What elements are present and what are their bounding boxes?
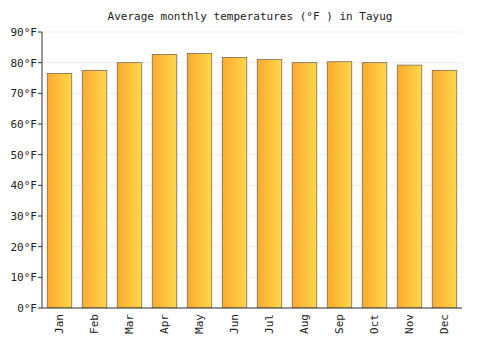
x-axis xyxy=(42,308,462,309)
x-tick-label: Aug xyxy=(298,314,311,334)
tick-mark xyxy=(38,308,42,309)
tick-mark xyxy=(38,216,42,217)
bar xyxy=(397,65,422,308)
x-tick-label: Sep xyxy=(333,314,346,334)
y-tick-label: 40°F xyxy=(11,179,38,192)
x-tick-label: May xyxy=(193,314,206,334)
bar xyxy=(117,63,142,308)
bar xyxy=(222,57,247,308)
y-tick-label: 60°F xyxy=(11,118,38,131)
bar xyxy=(257,60,282,308)
tick-mark xyxy=(38,277,42,278)
tick-mark xyxy=(38,62,42,63)
bar xyxy=(292,63,317,308)
y-tick-label: 10°F xyxy=(11,271,38,284)
bar xyxy=(187,53,212,308)
y-tick-label: 90°F xyxy=(11,26,38,39)
bars xyxy=(47,53,457,308)
bar xyxy=(327,62,352,308)
y-tick-label: 20°F xyxy=(11,241,38,254)
y-tick-label: 50°F xyxy=(11,149,38,162)
tick-mark xyxy=(38,32,42,33)
x-tick-label: Oct xyxy=(368,314,381,334)
tick-mark xyxy=(38,93,42,94)
x-tick-label: Jan xyxy=(53,314,66,334)
x-tick-label: Jul xyxy=(263,314,276,334)
grid-line xyxy=(42,62,462,63)
y-tick-label: 70°F xyxy=(11,87,38,100)
chart: Average monthly temperatures (°F ) in Ta… xyxy=(0,0,500,350)
title: Average monthly temperatures (°F ) in Ta… xyxy=(108,10,393,23)
tick-mark xyxy=(38,124,42,125)
x-tick-label: Feb xyxy=(88,314,101,334)
grid: 0°F 10°F 20°F 30°F 40°F 50°F 60°F 70°F 80°F 90°F xyxy=(11,26,463,315)
x-tick-label: Mar xyxy=(123,314,136,334)
bar xyxy=(47,73,72,308)
x-tick-label: Apr xyxy=(158,314,171,334)
x-tick-label: Nov xyxy=(403,314,416,334)
grid-line xyxy=(42,308,462,309)
y-axis xyxy=(42,32,43,308)
tick-mark xyxy=(38,154,42,155)
bar xyxy=(432,70,457,308)
y-tick-label: 30°F xyxy=(11,210,38,223)
x-tick-label: Jun xyxy=(228,314,241,334)
x-tick-label: Dec xyxy=(438,314,451,334)
y-tick-label: 80°F xyxy=(11,57,38,70)
grid-line xyxy=(42,32,462,33)
bar xyxy=(152,54,177,308)
bar xyxy=(82,70,107,308)
tick-mark xyxy=(38,185,42,186)
chart-container: Average monthly temperatures (°F ) in Ta… xyxy=(0,0,500,350)
tick-mark xyxy=(38,246,42,247)
y-tick-label: 0°F xyxy=(17,302,37,315)
bar xyxy=(362,63,387,308)
